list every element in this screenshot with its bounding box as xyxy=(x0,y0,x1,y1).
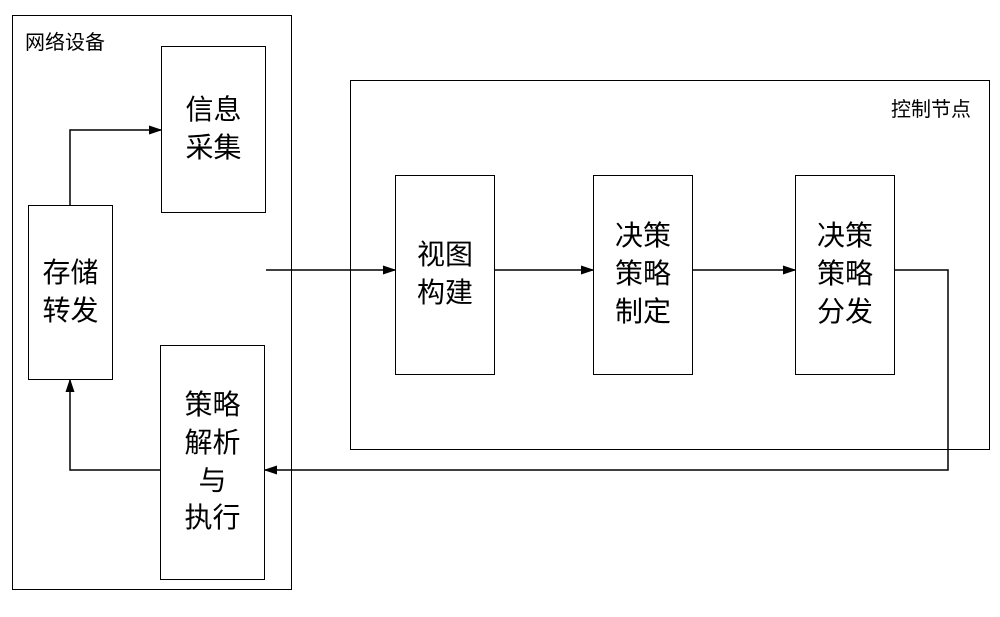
container-net-device-label: 网络设备 xyxy=(25,26,105,55)
node-view-build: 视图构建 xyxy=(395,175,495,375)
node-store-forward-label: 存储转发 xyxy=(43,255,99,331)
node-policy-dist-label: 决策策略分发 xyxy=(817,218,873,331)
container-control-node-label: 控制节点 xyxy=(891,93,971,122)
diagram-canvas: 网络设备 控制节点 存储转发 信息采集 策略解析与执行 视图构建 决策策略制定 … xyxy=(0,0,1000,617)
node-policy-exec: 策略解析与执行 xyxy=(160,345,265,580)
node-policy-make: 决策策略制定 xyxy=(593,175,693,375)
node-info-collect-label: 信息采集 xyxy=(186,92,242,168)
node-store-forward: 存储转发 xyxy=(28,205,113,380)
node-policy-exec-label: 策略解析与执行 xyxy=(185,387,241,538)
node-policy-make-label: 决策策略制定 xyxy=(615,218,671,331)
node-info-collect: 信息采集 xyxy=(161,46,266,213)
node-policy-dist: 决策策略分发 xyxy=(795,175,895,375)
node-view-build-label: 视图构建 xyxy=(417,237,473,313)
